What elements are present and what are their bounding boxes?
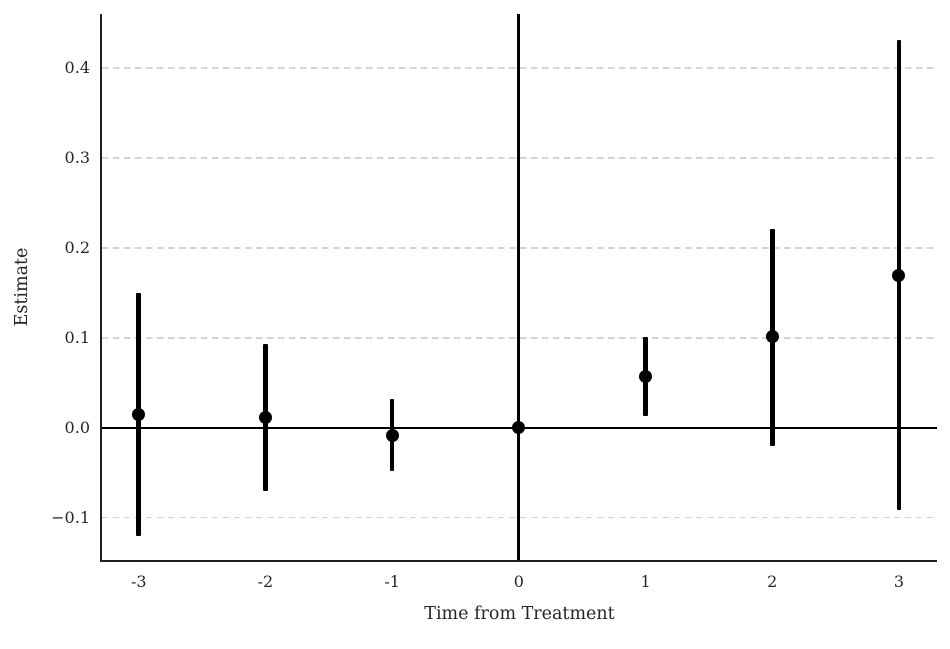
- x-tick-label: -1: [384, 572, 400, 591]
- x-tick-label: 1: [640, 572, 651, 591]
- y-tick-label: 0.3: [64, 147, 90, 167]
- data-point: [512, 421, 526, 435]
- x-tick-label: -3: [130, 572, 147, 591]
- x-tick-label: 3: [893, 572, 905, 591]
- data-point: [385, 429, 399, 443]
- x-tick-label: -2: [257, 572, 274, 591]
- x-axis-spine: [100, 559, 937, 562]
- data-point: [258, 411, 272, 425]
- y-tick-label: 0.4: [64, 57, 90, 77]
- data-point: [639, 370, 653, 383]
- x-tick-label: 0: [513, 572, 524, 591]
- y-tick-label: −0.1: [51, 507, 90, 527]
- y-tick-label: 0.0: [64, 417, 90, 437]
- y-axis-title: Estimate: [12, 247, 32, 327]
- y-tick-label: 0.2: [64, 237, 90, 257]
- data-point: [765, 330, 779, 344]
- data-point: [892, 269, 906, 283]
- treatment-reference-line: [517, 14, 521, 560]
- x-axis-title: Time from Treatment: [424, 604, 615, 624]
- data-point: [132, 407, 146, 421]
- y-axis-spine: [100, 14, 102, 562]
- y-tick-label: 0.1: [64, 327, 90, 347]
- x-tick-label: 2: [767, 572, 778, 591]
